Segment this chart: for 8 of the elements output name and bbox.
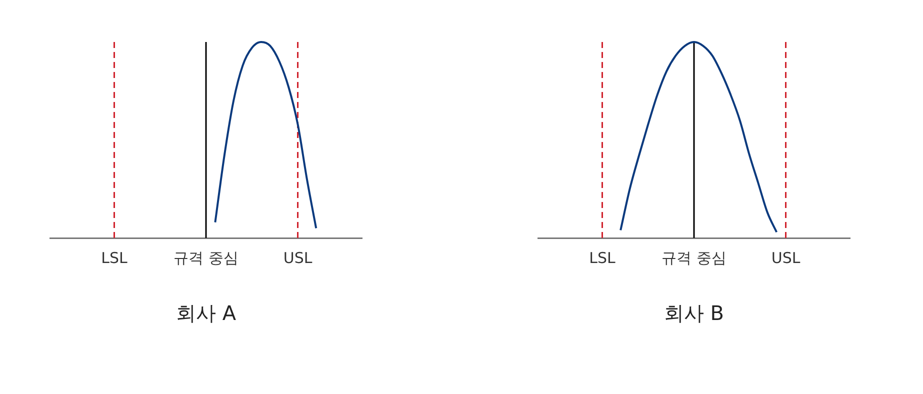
x-tick-label: 규격 중심 <box>174 248 238 267</box>
x-tick-label: 규격 중심 <box>662 248 726 267</box>
x-tick-label: USL <box>283 248 313 267</box>
x-tick-label: USL <box>771 248 801 267</box>
x-tick-label: LSL <box>101 248 128 267</box>
x-tick-label: LSL <box>589 248 616 267</box>
text: 회사 B <box>662 300 726 327</box>
text: 회사 A <box>174 300 238 327</box>
